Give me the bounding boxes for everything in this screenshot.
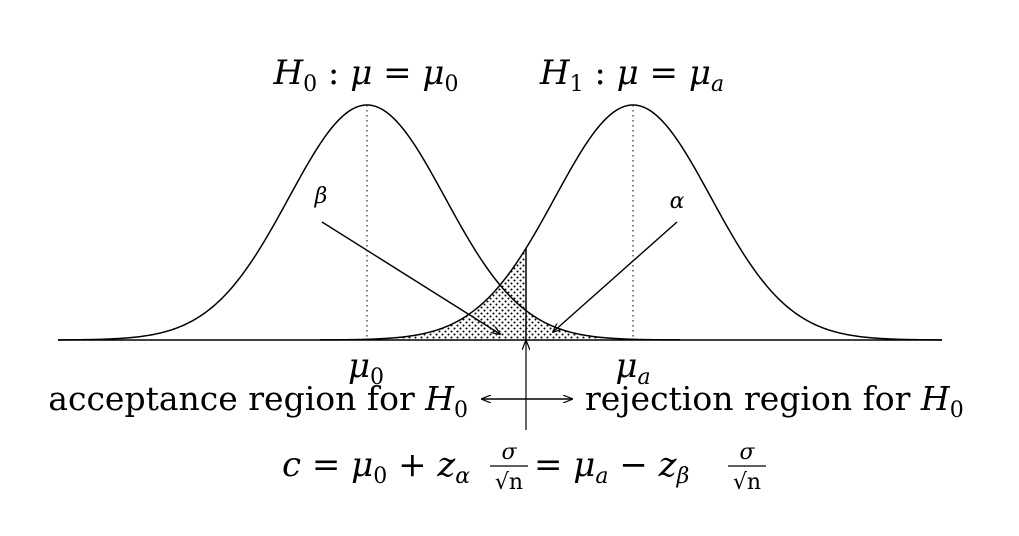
rejection-region-label: rejection region for H0 [585, 379, 964, 423]
critical-value-formula: c = μ0 + zα σ √n = μa − zβ σ √n [282, 440, 766, 495]
h1-distribution-curve [319, 104, 943, 341]
h0-hypothesis-label: H0 : μ = μ0 [272, 53, 458, 97]
beta-arrow [321, 221, 500, 334]
acceptance-region-label: acceptance region for H0 [48, 379, 468, 423]
beta-shaded-area [320, 248, 526, 340]
beta-label: β [314, 184, 328, 209]
h1-hypothesis-label: H1 : μ = μa [539, 53, 724, 97]
svg-text:σ: σ [739, 440, 755, 465]
alpha-shaded-area [526, 310, 680, 340]
alpha-label: α [670, 189, 685, 214]
svg-text:√n: √n [495, 470, 523, 495]
h0-distribution-curve [57, 104, 681, 341]
mu0-axis-label: μ0 [348, 346, 384, 390]
svg-text:c = μ0 + zα: c = μ0 + zα [282, 445, 470, 489]
svg-text:σ: σ [501, 440, 517, 465]
alpha-arrow [553, 221, 678, 332]
svg-text:√n: √n [733, 470, 761, 495]
mua-axis-label: μa [615, 346, 650, 390]
svg-text:= μa − zβ: = μa − zβ [534, 445, 689, 489]
